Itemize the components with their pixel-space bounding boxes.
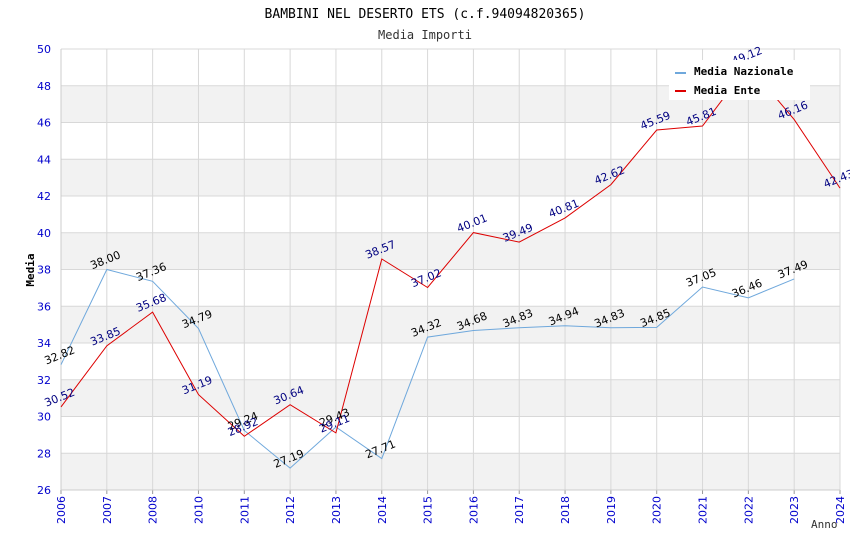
band xyxy=(61,159,840,196)
x-tick-label: 2024 xyxy=(834,496,847,524)
x-tick-labels: 2006 2007 2008 2010 2011 2012 2013 2014 2015 2016… xyxy=(55,496,847,524)
band xyxy=(61,379,840,417)
y-tick-label: 34 xyxy=(37,337,51,350)
x-tick-label: 2014 xyxy=(376,496,389,524)
y-tick-label: 46 xyxy=(37,117,51,130)
legend: Media Nazionale Media Ente xyxy=(669,60,810,100)
x-tick-label: 2019 xyxy=(605,496,618,524)
series-line-media-ente xyxy=(60,64,841,437)
legend-label-media-ente: Media Ente xyxy=(694,84,761,97)
y-tick-label: 48 xyxy=(37,80,51,93)
axes xyxy=(60,49,841,494)
y-tick-label: 44 xyxy=(37,153,51,166)
band xyxy=(61,232,840,270)
x-tick-label: 2008 xyxy=(147,496,160,524)
legend-box xyxy=(669,60,810,100)
y-tick-label: 36 xyxy=(37,300,51,313)
band xyxy=(61,306,840,343)
y-axis-label: Media xyxy=(24,253,37,286)
x-axis-label: Anno xyxy=(811,518,838,531)
x-tick-label: 2013 xyxy=(330,496,343,524)
series-lines xyxy=(60,64,841,469)
x-tick-label: 2017 xyxy=(513,496,526,524)
x-tick-label: 2011 xyxy=(238,496,251,524)
x-tick-label: 2021 xyxy=(697,496,710,524)
x-tick-label: 2015 xyxy=(422,496,435,524)
chart-subtitle: Media Importi xyxy=(378,28,472,42)
y-tick-label: 30 xyxy=(37,411,51,424)
x-tick-label: 2022 xyxy=(742,496,755,524)
series-line-media-nazionale xyxy=(60,268,795,469)
x-tick-label: 2016 xyxy=(467,496,480,524)
y-tick-label: 42 xyxy=(37,190,51,203)
legend-label-media-nazionale: Media Nazionale xyxy=(694,65,794,78)
y-tick-label: 32 xyxy=(37,374,51,387)
y-tick-labels: 26 28 30 32 34 36 38 40 42 44 46 48 50 xyxy=(37,43,51,497)
y-tick-label: 50 xyxy=(37,43,51,56)
x-tick-label: 2010 xyxy=(192,496,205,524)
chart-title: BAMBINI NEL DESERTO ETS (c.f.94094820365… xyxy=(265,7,586,22)
x-tick-label: 2012 xyxy=(284,496,297,524)
y-tick-label: 40 xyxy=(37,227,51,240)
y-tick-label: 28 xyxy=(37,447,51,460)
band xyxy=(61,453,840,490)
x-tick-label: 2018 xyxy=(559,496,572,524)
y-tick-label: 38 xyxy=(37,264,51,277)
x-tick-label: 2023 xyxy=(788,496,801,524)
x-tick-label: 2006 xyxy=(55,496,68,524)
x-tick-label: 2007 xyxy=(101,496,114,524)
y-tick-label: 26 xyxy=(37,484,51,497)
x-tick-label: 2020 xyxy=(651,496,664,524)
